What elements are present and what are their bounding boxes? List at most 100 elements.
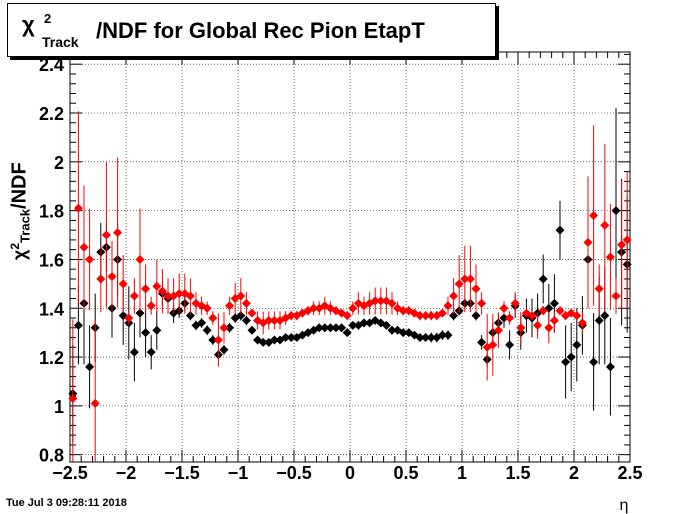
data-point-black [236,311,246,321]
data-point-red [124,313,134,323]
data-point-red [101,230,111,240]
data-point-red [241,298,251,308]
data-point-black [443,330,453,340]
data-point-red [141,284,151,294]
data-point-red [348,303,358,313]
data-point-red [594,284,604,294]
data-point-black [605,362,615,372]
data-point-red [516,323,526,333]
data-point-black [437,330,447,340]
data-point-black [505,340,515,350]
data-point-black [152,325,162,335]
data-point-black [426,333,436,343]
data-point-red [499,303,509,313]
data-point-red [589,211,599,221]
data-point-red [600,220,610,230]
data-point-red [510,298,520,308]
data-point-black [281,333,291,343]
data-point-black [572,340,582,350]
data-point-black [600,311,610,321]
data-point-red [421,311,431,321]
data-point-red [213,335,223,345]
data-point-black [247,325,257,335]
data-point-red [460,274,470,284]
data-point-black [286,333,296,343]
data-point-red [611,291,621,301]
y-label-text: /NDF [8,162,31,209]
x-tick-label: 1 [457,463,467,483]
data-point-red [437,308,447,318]
data-point-black [342,328,352,338]
data-point-red [90,398,100,408]
data-point-black [538,274,548,284]
title-chi-symbol: χ [22,12,35,37]
data-point-red [286,311,296,321]
y-axis-label: χ2Track/NDF [8,150,56,260]
y-label-subscript: Track [17,208,33,243]
data-point-red [225,301,235,311]
data-point-red [549,315,559,325]
data-point-black [320,323,330,333]
x-tick-label: 0.5 [393,463,418,483]
data-point-black [499,313,509,323]
y-label-chi-symbol: χ [9,249,30,260]
data-point-black [471,311,481,321]
data-point-black [269,335,279,345]
data-point-red [443,301,453,311]
x-tick-label: 1.5 [505,463,530,483]
data-point-red [544,323,554,333]
x-tick-label: −2 [116,463,137,483]
y-tick-label: 2.2 [39,104,64,124]
data-point-red [264,315,274,325]
data-point-red [465,274,475,284]
data-point-black [129,347,139,357]
data-point-red [135,254,145,264]
data-point-red [73,203,83,213]
data-point-red [376,296,386,306]
y-label-superscript: 2 [8,242,22,250]
y-tick-label: 1.6 [39,250,64,270]
data-point-black [449,311,459,321]
data-point-black [611,206,621,216]
data-point-red [236,291,246,301]
data-point-red [605,252,615,262]
data-point-red [449,291,459,301]
data-point-black [381,320,391,330]
data-point-red [370,296,380,306]
data-point-black [325,323,335,333]
data-point-black [241,315,251,325]
x-tick-label: 2.5 [617,463,642,483]
data-point-black [415,333,425,343]
data-point-red [493,325,503,335]
data-point-red [309,303,319,313]
x-tick-label: 0 [345,463,355,483]
data-point-red [387,298,397,308]
data-point-red [577,318,587,328]
data-point-black [387,325,397,335]
data-point-red [533,320,543,330]
data-point-black [225,323,235,333]
data-point-red [79,242,89,252]
data-point-black [73,320,83,330]
y-tick-label: 1.8 [39,202,64,222]
data-point-black [566,352,576,362]
data-point-red [85,254,95,264]
y-tick-label: 1.2 [39,348,64,368]
data-point-red [471,284,481,294]
x-tick-label: −1 [228,463,249,483]
y-tick-label: 0.8 [39,446,64,466]
data-point-red [146,301,156,311]
data-point-red [505,313,515,323]
y-tick-label: 1 [54,397,64,417]
data-point-black [141,328,151,338]
data-point-black [421,333,431,343]
data-point-red [488,340,498,350]
chart-title: /NDF for Global Rec Pion EtapT [96,18,425,43]
timestamp-footer: Tue Jul 3 09:28:11 2018 [6,497,127,509]
data-point-red [152,281,162,291]
data-point-red [398,306,408,316]
data-point-black [314,323,324,333]
y-tick-label: 2.4 [39,55,64,75]
data-point-black [258,337,268,347]
title-superscript: 2 [44,11,52,26]
